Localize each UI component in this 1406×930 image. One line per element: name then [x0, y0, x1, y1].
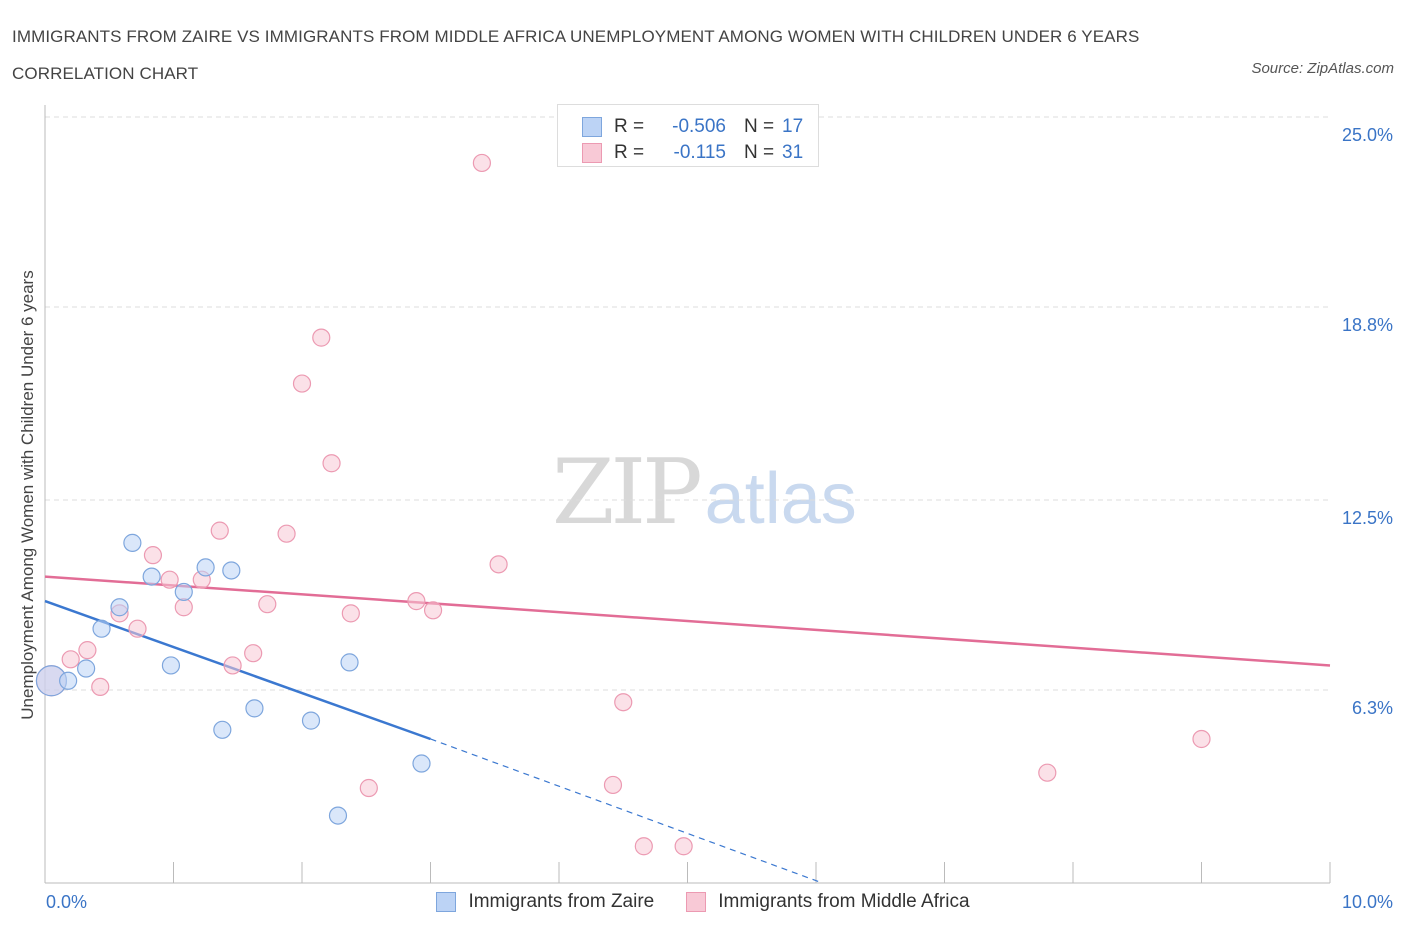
point-middle-africa: [143, 546, 163, 565]
point-middle-africa: [312, 328, 331, 347]
point-middle-africa: [407, 592, 426, 611]
stats-row-zaire: R = -0.506 N = 17: [582, 113, 803, 141]
point-zaire: [174, 582, 193, 602]
point-zaire: [142, 567, 161, 586]
stats-row-middle-africa: R = -0.115 N = 31: [582, 139, 803, 167]
x-tick-label: 10.0%: [1342, 892, 1393, 912]
legend-label-zaire: Immigrants from Zaire: [468, 891, 655, 912]
point-middle-africa: [91, 677, 110, 697]
n-label: N =: [744, 142, 775, 163]
point-zaire: [110, 598, 129, 617]
x-tick-label: 0.0%: [46, 892, 87, 912]
point-middle-africa: [128, 619, 147, 638]
point-middle-africa: [489, 555, 508, 574]
point-middle-africa: [78, 641, 97, 660]
series-legend: Immigrants from Zaire Immigrants from Mi…: [0, 888, 1406, 916]
middle-africa-swatch: [686, 892, 707, 912]
point-middle-africa: [210, 521, 229, 540]
point-middle-africa: [61, 650, 80, 669]
n-value: 31: [782, 142, 804, 163]
point-middle-africa: [1038, 763, 1057, 782]
tick-labels: 25.0% 18.8% 12.5% 6.3% 0.0% 10.0%: [46, 125, 1393, 912]
watermark: ZIPatlas: [552, 440, 857, 545]
point-middle-africa: [359, 778, 378, 798]
point-zaire: [340, 653, 359, 672]
stats-legend: R = -0.506 N = 17 R = -0.115 N = 31: [557, 104, 819, 167]
point-middle-africa: [634, 837, 653, 856]
trend-lines: [44, 575, 1331, 884]
point-middle-africa: [292, 374, 312, 393]
n-value: 17: [782, 116, 804, 137]
axes: [44, 105, 1331, 884]
watermark-atlas: atlas: [704, 459, 857, 539]
y-tick-label: 12.5%: [1342, 508, 1393, 528]
watermark-zip: ZIP: [552, 440, 703, 545]
point-zaire: [213, 720, 232, 739]
gridlines: [45, 116, 1330, 691]
point-zaire: [301, 711, 321, 730]
trend-line-zaire-extension: [430, 738, 823, 884]
point-zaire: [328, 806, 348, 825]
point-middle-africa: [174, 598, 193, 617]
point-zaire: [222, 561, 241, 580]
point-zaire: [77, 659, 96, 678]
r-value: -0.506: [672, 116, 726, 137]
point-middle-africa: [160, 570, 179, 589]
y-axis-label: Unemployment Among Women with Children U…: [18, 270, 37, 720]
r-value: -0.115: [673, 142, 726, 163]
y-tick-label: 18.8%: [1342, 315, 1393, 335]
y-tick-label: 6.3%: [1352, 698, 1393, 718]
zaire-swatch: [436, 892, 457, 912]
trend-line-middle-africa: [44, 575, 1331, 667]
point-middle-africa: [1192, 729, 1211, 749]
data-points: [35, 144, 1211, 856]
n-label: N =: [744, 116, 775, 137]
r-label: R =: [614, 142, 645, 163]
point-middle-africa: [258, 595, 277, 614]
zaire-swatch: [582, 117, 602, 137]
point-middle-africa: [341, 604, 360, 623]
source-label: Source: ZipAtlas.com: [1251, 60, 1394, 77]
point-middle-africa: [423, 601, 443, 620]
point-zaire: [161, 656, 181, 675]
legend-label-middle-africa: Immigrants from Middle Africa: [718, 891, 970, 912]
y-tick-label: 25.0%: [1342, 125, 1393, 145]
point-zaire: [59, 671, 78, 690]
point-middle-africa: [614, 693, 633, 712]
legend-item-zaire[interactable]: Immigrants from Zaire: [436, 891, 654, 913]
point-middle-africa: [322, 454, 341, 473]
middle-africa-swatch: [582, 143, 602, 163]
point-zaire: [123, 533, 142, 552]
legend-item-middle-africa[interactable]: Immigrants from Middle Africa: [686, 891, 970, 913]
point-zaire: [245, 699, 264, 718]
point-middle-africa: [674, 837, 693, 856]
point-middle-africa: [472, 153, 491, 173]
point-middle-africa: [277, 524, 296, 543]
point-middle-africa: [603, 775, 623, 795]
point-zaire: [412, 754, 431, 773]
point-middle-africa: [223, 656, 242, 675]
chart-title: IMMIGRANTS FROM ZAIRE VS IMMIGRANTS FROM…: [12, 27, 1140, 83]
point-middle-africa: [244, 644, 263, 663]
point-zaire: [196, 558, 215, 577]
r-label: R =: [614, 116, 645, 137]
point-zaire: [92, 619, 111, 638]
